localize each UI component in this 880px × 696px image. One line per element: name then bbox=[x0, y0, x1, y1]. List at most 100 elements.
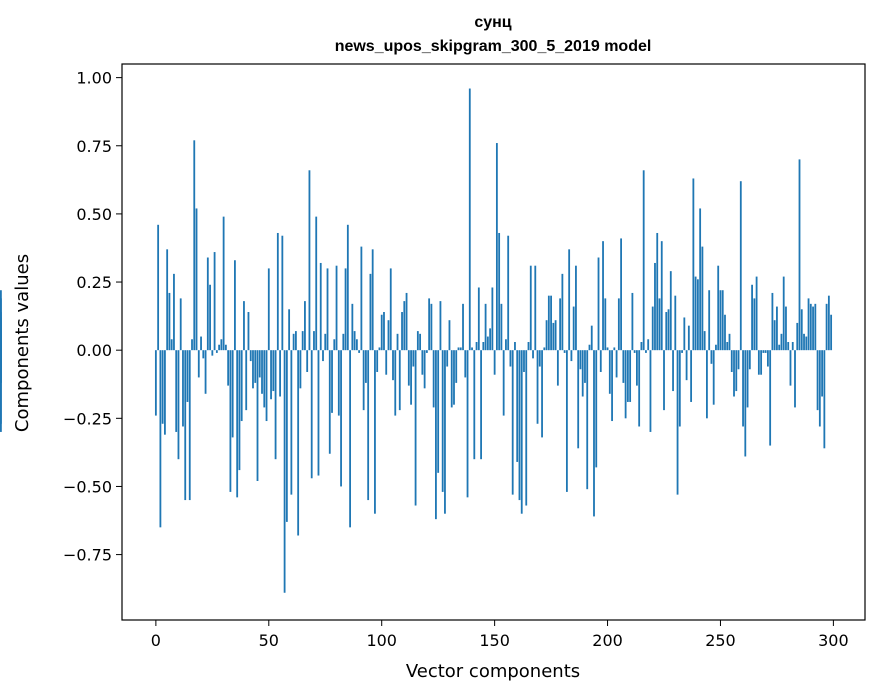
bar bbox=[342, 333, 345, 351]
bar bbox=[726, 342, 729, 351]
bar bbox=[294, 331, 297, 351]
bar bbox=[0, 350, 2, 370]
bar bbox=[760, 350, 763, 375]
bar bbox=[791, 342, 794, 351]
bar bbox=[570, 350, 573, 362]
bar bbox=[188, 350, 191, 501]
bar bbox=[168, 292, 171, 351]
bar bbox=[0, 350, 2, 424]
bar bbox=[419, 333, 422, 351]
bar bbox=[636, 350, 638, 386]
bar bbox=[676, 350, 679, 495]
bar bbox=[317, 350, 320, 476]
bar bbox=[457, 347, 460, 351]
bar bbox=[737, 350, 740, 370]
bar bbox=[823, 350, 826, 449]
bar bbox=[218, 344, 221, 351]
bar bbox=[435, 350, 437, 520]
bar bbox=[405, 292, 408, 351]
bar bbox=[696, 279, 699, 351]
bar bbox=[297, 350, 300, 536]
bar bbox=[272, 350, 275, 392]
bar bbox=[554, 320, 557, 351]
bar bbox=[798, 159, 801, 351]
bar bbox=[565, 350, 568, 492]
bar bbox=[154, 350, 157, 416]
bar bbox=[789, 350, 792, 386]
bar bbox=[500, 303, 503, 351]
bar bbox=[559, 298, 562, 351]
bar bbox=[358, 350, 361, 353]
bar bbox=[344, 268, 347, 351]
bar bbox=[491, 287, 494, 351]
bar bbox=[787, 342, 790, 351]
bar bbox=[254, 350, 257, 383]
bar bbox=[527, 342, 530, 351]
bar bbox=[175, 350, 178, 432]
bar bbox=[351, 303, 354, 351]
bar bbox=[396, 333, 399, 351]
bar bbox=[299, 350, 302, 389]
y-tick-label: 1.00 bbox=[76, 69, 112, 88]
bar bbox=[220, 339, 223, 351]
bar bbox=[581, 350, 584, 397]
bar bbox=[751, 284, 753, 351]
bar bbox=[403, 301, 406, 351]
y-tick-label: −0.75 bbox=[63, 546, 112, 565]
bar bbox=[660, 241, 663, 351]
bar bbox=[547, 295, 550, 351]
bar bbox=[473, 350, 476, 460]
bar bbox=[355, 339, 358, 351]
bar bbox=[518, 350, 521, 501]
bar bbox=[647, 339, 650, 351]
y-tick-label: 0.25 bbox=[76, 273, 112, 292]
bar bbox=[270, 350, 272, 400]
bar bbox=[468, 88, 471, 351]
bar bbox=[261, 350, 263, 394]
bar bbox=[245, 350, 248, 411]
y-tick-label: 0.75 bbox=[76, 137, 112, 156]
bar bbox=[534, 265, 537, 351]
bar bbox=[757, 350, 760, 375]
bar bbox=[699, 208, 702, 351]
bar bbox=[771, 292, 774, 351]
x-tick-label: 250 bbox=[705, 631, 736, 650]
bar bbox=[274, 350, 277, 460]
bar bbox=[568, 249, 571, 351]
bar bbox=[166, 249, 169, 351]
x-tick-label: 150 bbox=[479, 631, 510, 650]
bar bbox=[401, 312, 403, 351]
bar bbox=[197, 350, 200, 378]
bar bbox=[353, 331, 356, 351]
bar bbox=[620, 238, 622, 351]
bar bbox=[588, 344, 591, 351]
bar bbox=[818, 350, 821, 427]
bar bbox=[545, 320, 548, 351]
bar bbox=[215, 350, 218, 353]
bar bbox=[651, 306, 654, 351]
bar bbox=[816, 350, 819, 411]
bar bbox=[597, 257, 600, 351]
bar bbox=[446, 350, 449, 367]
bar bbox=[658, 298, 661, 351]
bar bbox=[484, 303, 487, 351]
bar bbox=[807, 298, 810, 351]
chart-title: сунц bbox=[474, 14, 511, 31]
bar bbox=[608, 350, 611, 394]
bar bbox=[724, 314, 726, 351]
y-tick-label: −0.50 bbox=[63, 477, 112, 496]
y-tick-label: 0.00 bbox=[76, 341, 112, 360]
bar bbox=[667, 309, 670, 351]
bar bbox=[267, 268, 270, 351]
bar bbox=[161, 350, 164, 424]
bar bbox=[437, 350, 440, 473]
bar bbox=[414, 350, 417, 506]
x-axis-ticks: 0 50 100 150 200 250 300 bbox=[151, 620, 849, 650]
bar bbox=[561, 273, 564, 351]
y-axis-ticks: −0.75 −0.50 −0.25 0.00 0.25 0.50 0.75 1.00 bbox=[63, 69, 122, 565]
bar bbox=[803, 333, 805, 351]
bar bbox=[202, 350, 205, 359]
bar bbox=[412, 350, 415, 367]
bar bbox=[778, 344, 781, 351]
